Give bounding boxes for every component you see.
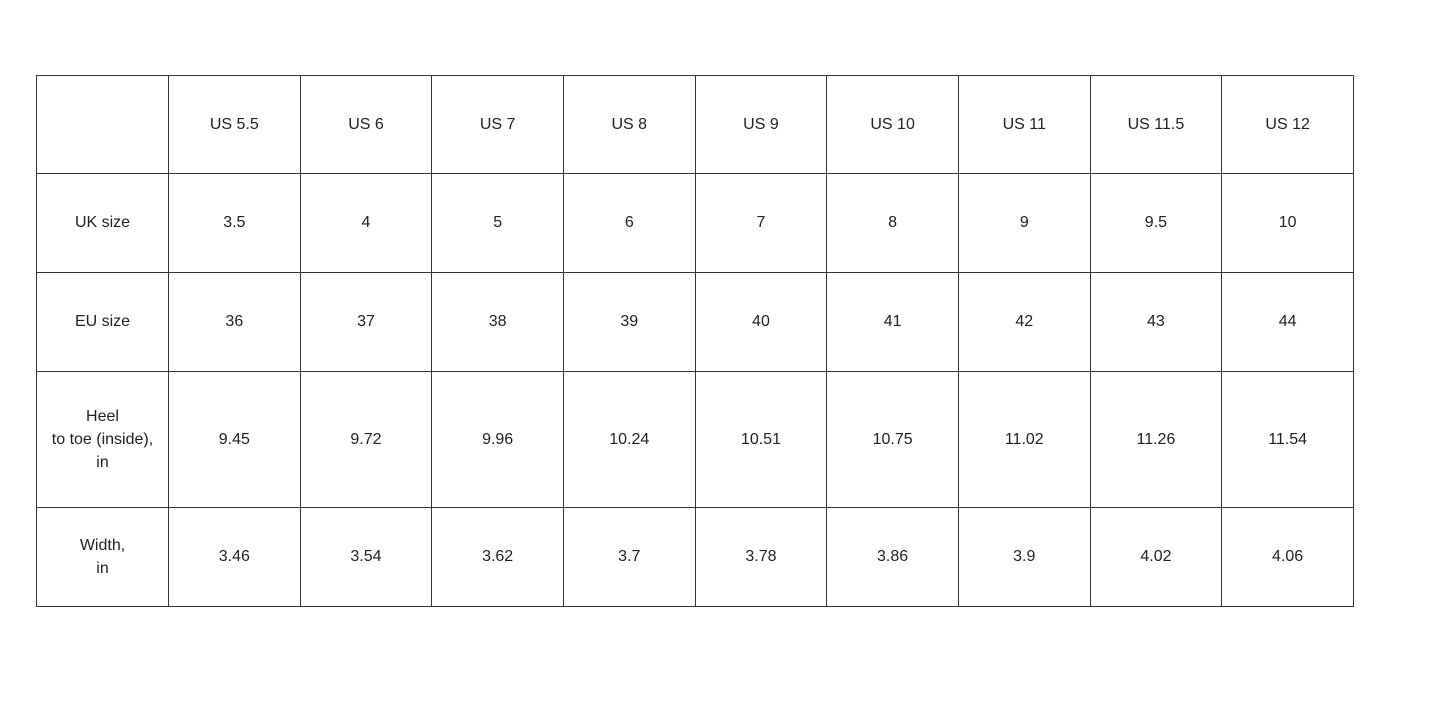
- table-cell: 40: [694, 272, 828, 372]
- header-cell-us-7: US 7: [431, 75, 564, 174]
- table-cell: 11.54: [1221, 371, 1354, 508]
- table-cell: 4.06: [1221, 507, 1354, 607]
- table-cell: 3.9: [957, 507, 1091, 607]
- table-row-uk-size: UK size 3.5 4 5 6 7 8 9 9.5 10: [36, 173, 1354, 273]
- table-cell: 38: [431, 272, 564, 372]
- table-cell: 10.51: [694, 371, 828, 508]
- table-cell: 3.46: [168, 507, 301, 607]
- table-header-row: US 5.5 US 6 US 7 US 8 US 9 US 10 US 11 U…: [36, 75, 1354, 174]
- table-cell: 11.02: [957, 371, 1091, 508]
- table-row-width: Width, in 3.46 3.54 3.62 3.7 3.78 3.86 3…: [36, 507, 1354, 607]
- row-label-width: Width, in: [36, 507, 169, 607]
- table-cell: 9: [957, 173, 1091, 273]
- table-cell: 5: [431, 173, 564, 273]
- table-row-eu-size: EU size 36 37 38 39 40 41 42 43 44: [36, 272, 1354, 372]
- table-cell: 9.72: [299, 371, 433, 508]
- header-cell-us-5-5: US 5.5: [168, 75, 301, 174]
- header-cell-us-6: US 6: [299, 75, 433, 174]
- table-cell: 9.96: [431, 371, 564, 508]
- table-cell: 9.5: [1089, 173, 1223, 273]
- shoe-size-conversion-table: US 5.5 US 6 US 7 US 8 US 9 US 10 US 11 U…: [36, 75, 1354, 607]
- header-cell-us-10: US 10: [826, 75, 959, 174]
- table-cell: 4: [299, 173, 433, 273]
- table-cell: 3.7: [562, 507, 696, 607]
- row-label-eu-size: EU size: [36, 272, 169, 372]
- table-cell: 3.62: [431, 507, 564, 607]
- table-cell: 10: [1221, 173, 1354, 273]
- table-cell: 9.45: [168, 371, 301, 508]
- table-row-heel-to-toe: Heel to toe (inside), in 9.45 9.72 9.96 …: [36, 371, 1354, 508]
- header-cell-us-8: US 8: [562, 75, 696, 174]
- table-cell: 11.26: [1089, 371, 1223, 508]
- table-cell: 6: [562, 173, 696, 273]
- table-cell: 42: [957, 272, 1091, 372]
- table-cell: 36: [168, 272, 301, 372]
- table-cell: 4.02: [1089, 507, 1223, 607]
- header-cell-us-11: US 11: [957, 75, 1091, 174]
- table-cell: 7: [694, 173, 828, 273]
- table-cell: 39: [562, 272, 696, 372]
- table-cell: 10.75: [826, 371, 959, 508]
- header-cell-us-9: US 9: [694, 75, 828, 174]
- table-cell: 43: [1089, 272, 1223, 372]
- header-cell-us-11-5: US 11.5: [1089, 75, 1223, 174]
- table-cell: 3.86: [826, 507, 959, 607]
- row-label-heel-to-toe: Heel to toe (inside), in: [36, 371, 169, 508]
- header-corner-cell: [36, 75, 169, 174]
- table-cell: 3.5: [168, 173, 301, 273]
- table-cell: 41: [826, 272, 959, 372]
- header-cell-us-12: US 12: [1221, 75, 1354, 174]
- table-cell: 37: [299, 272, 433, 372]
- table-cell: 8: [826, 173, 959, 273]
- table-cell: 44: [1221, 272, 1354, 372]
- table-cell: 3.54: [299, 507, 433, 607]
- row-label-uk-size: UK size: [36, 173, 169, 273]
- table-cell: 10.24: [562, 371, 696, 508]
- table-cell: 3.78: [694, 507, 828, 607]
